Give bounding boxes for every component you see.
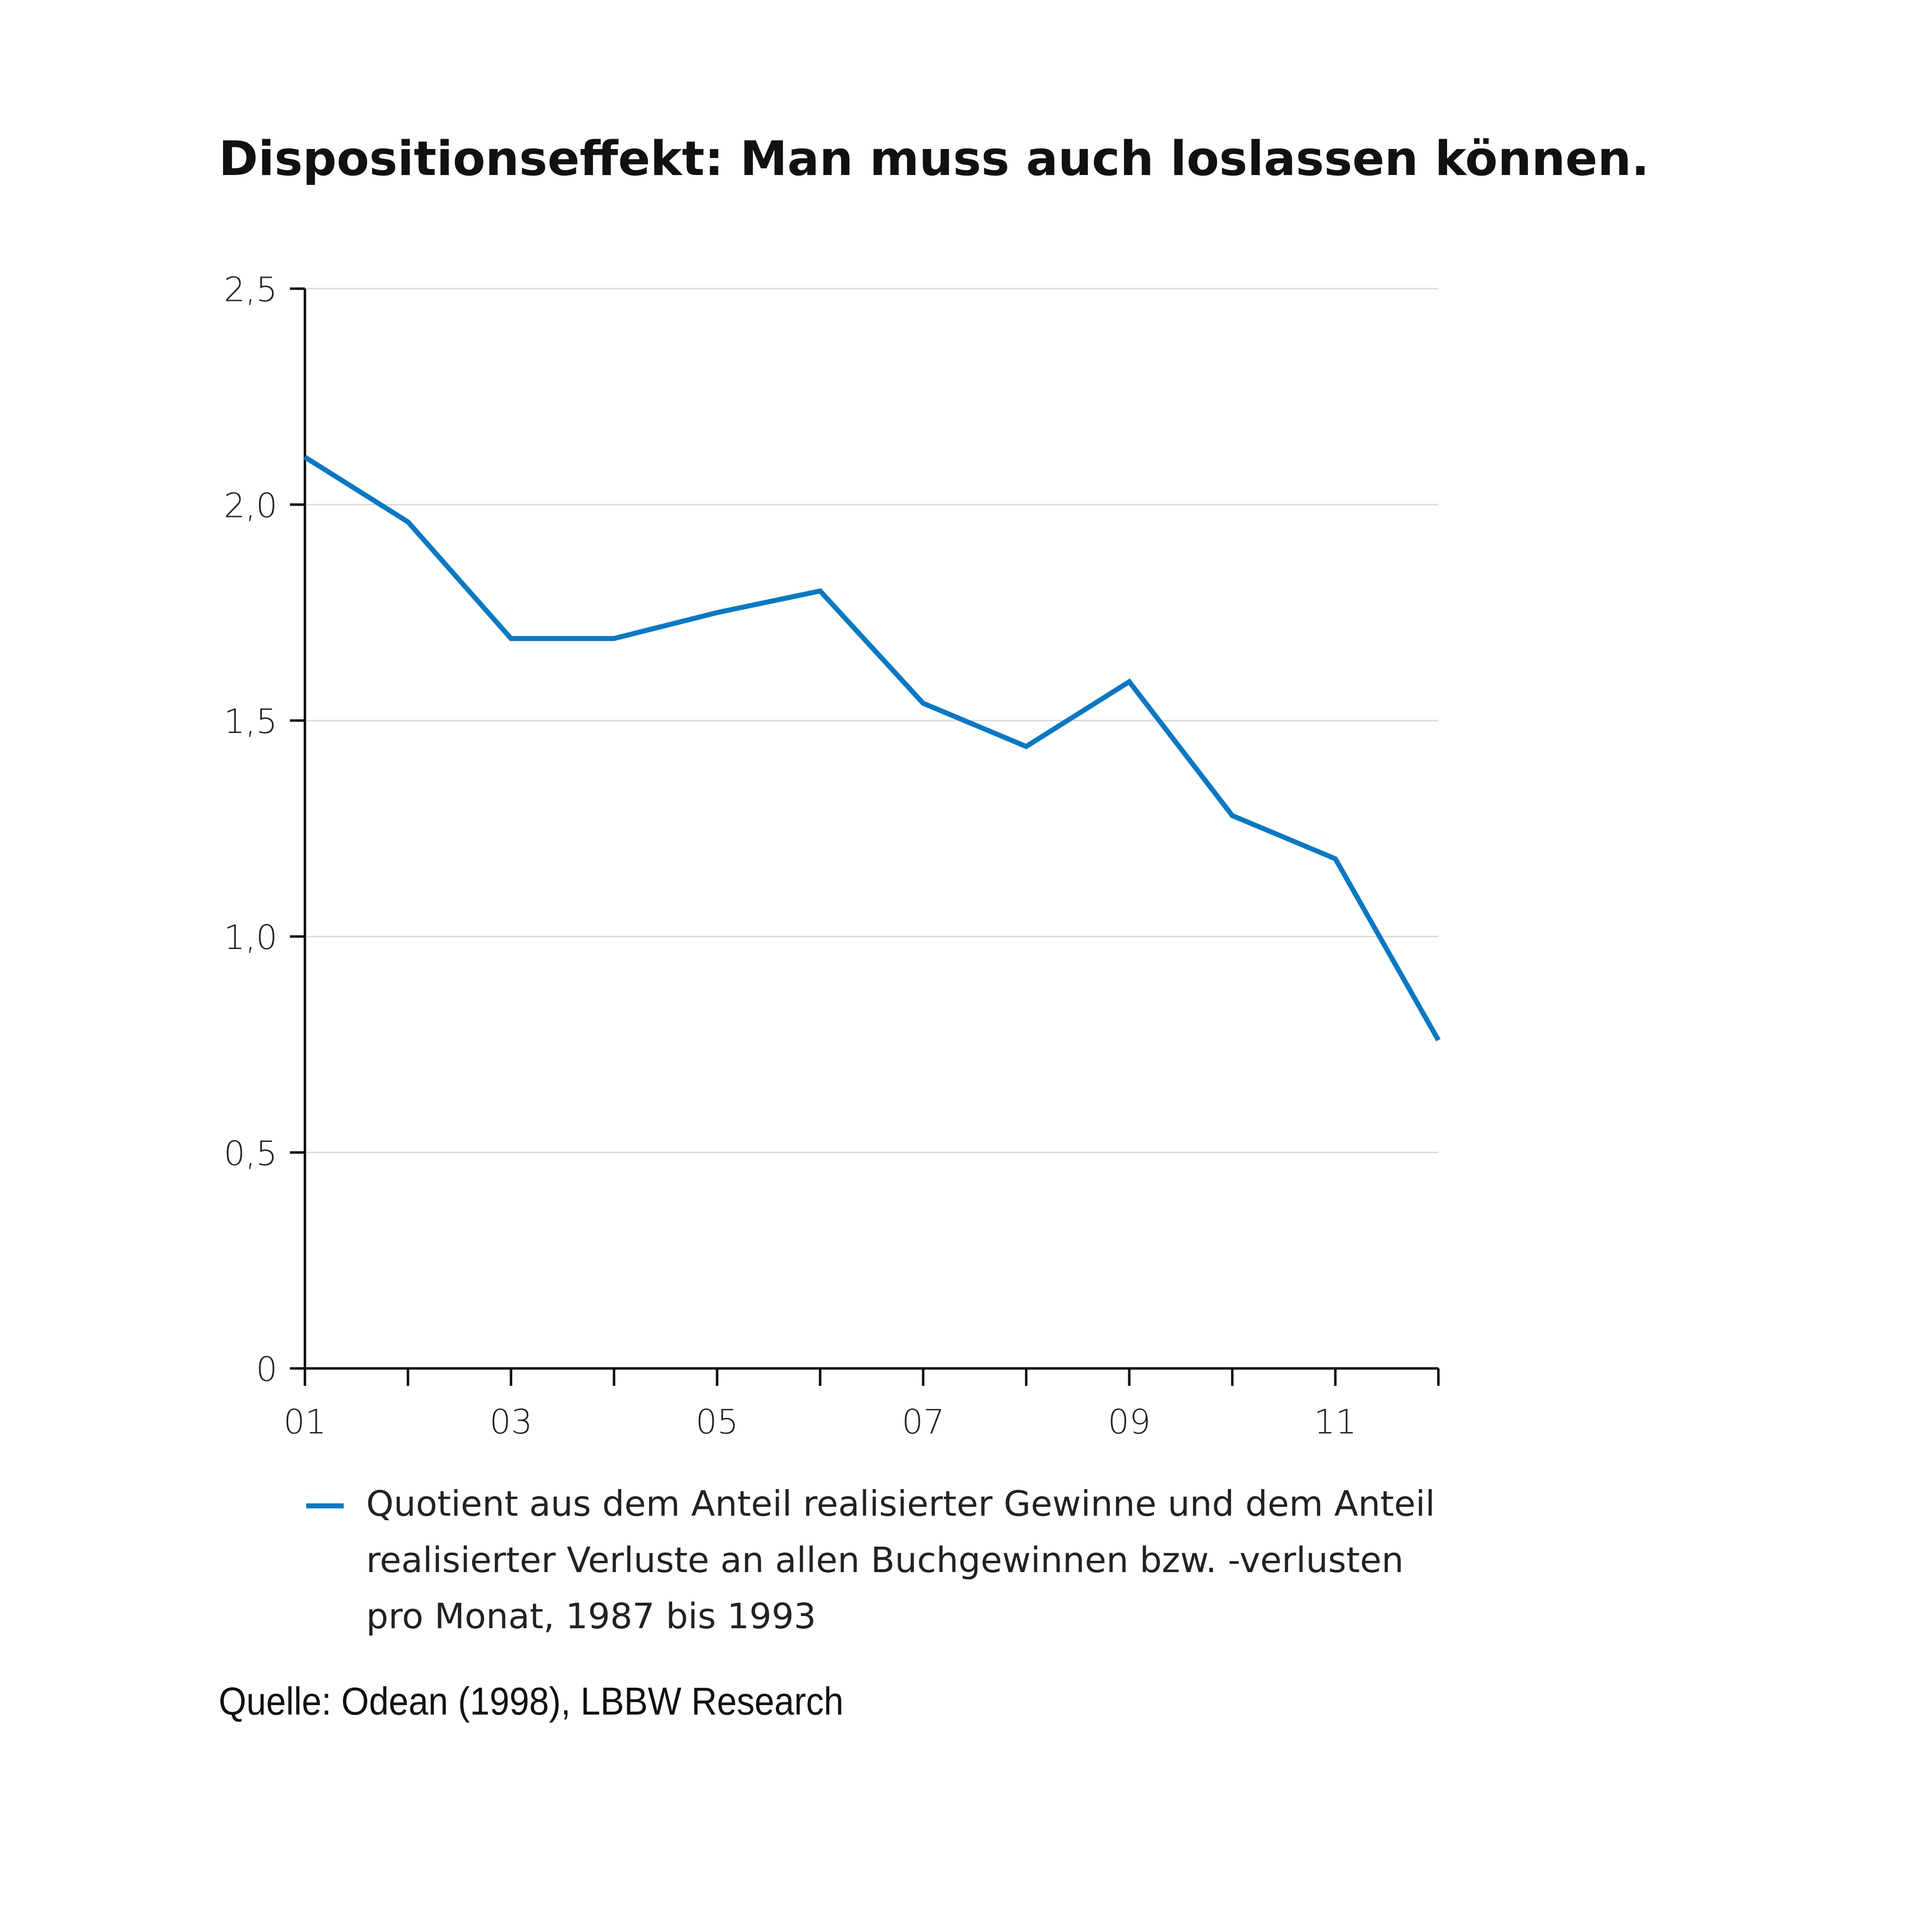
x-tick-label: 05 bbox=[696, 1402, 739, 1441]
y-tick-label: 2,5 bbox=[224, 270, 277, 309]
x-axis-ticks: 01 03 05 07 09 11 bbox=[283, 1368, 1440, 1441]
data-point bbox=[1438, 1040, 1439, 1041]
x-tick-label: 11 bbox=[1314, 1402, 1357, 1441]
data-point bbox=[614, 638, 615, 639]
y-tick-label: 0,5 bbox=[224, 1134, 277, 1173]
y-axis-ticks: 0 0,5 1,0 1,5 2,0 2,5 bbox=[224, 270, 305, 1389]
x-tick-label: 01 bbox=[283, 1402, 326, 1441]
chart-title: Dispositionseffekt: Man muss auch loslas… bbox=[219, 131, 1649, 186]
data-points bbox=[305, 457, 1439, 1041]
x-tick-label: 03 bbox=[490, 1402, 533, 1441]
x-tick-label: 07 bbox=[902, 1402, 945, 1441]
y-tick-label: 1,0 bbox=[224, 918, 277, 957]
data-point bbox=[923, 703, 924, 704]
y-tick-label: 0 bbox=[256, 1350, 278, 1389]
series-line bbox=[303, 455, 1441, 1041]
y-tick-label: 2,0 bbox=[224, 486, 277, 525]
legend: Quotient aus dem Anteil realisierter Gew… bbox=[306, 1484, 1435, 1637]
source-note: Quelle: Odean (1998), LBBW Research bbox=[219, 1680, 844, 1723]
x-tick-label: 09 bbox=[1108, 1402, 1151, 1441]
legend-line-2: realisierter Verluste an allen Buchgewin… bbox=[366, 1540, 1404, 1581]
data-point bbox=[1335, 858, 1336, 859]
legend-line-3: pro Monat, 1987 bis 1993 bbox=[366, 1596, 816, 1637]
gridlines bbox=[305, 288, 1439, 1153]
y-tick-label: 1,5 bbox=[224, 702, 277, 741]
axes bbox=[303, 289, 1439, 1370]
legend-line-1: Quotient aus dem Anteil realisierter Gew… bbox=[366, 1484, 1435, 1524]
